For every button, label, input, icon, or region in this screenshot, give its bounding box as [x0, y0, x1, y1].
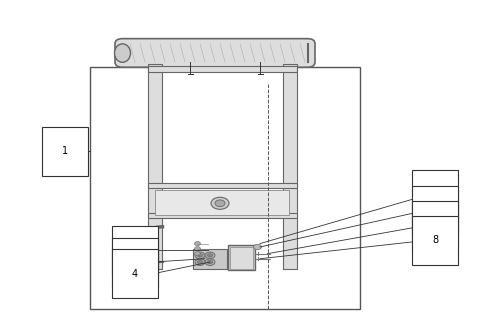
Text: 2: 2 — [132, 245, 138, 255]
Bar — [155, 190, 289, 215]
FancyBboxPatch shape — [115, 39, 315, 67]
Ellipse shape — [114, 44, 130, 62]
Text: 8: 8 — [432, 235, 438, 245]
Text: 1: 1 — [62, 146, 68, 156]
Circle shape — [208, 254, 212, 257]
Bar — [282, 64, 296, 269]
Circle shape — [198, 254, 202, 257]
Bar — [148, 66, 296, 72]
Bar — [148, 64, 162, 269]
Text: 5: 5 — [432, 190, 438, 200]
Circle shape — [195, 259, 205, 265]
Bar — [148, 183, 296, 188]
Text: 6: 6 — [432, 205, 438, 215]
Circle shape — [194, 252, 200, 256]
Circle shape — [208, 260, 212, 264]
Ellipse shape — [137, 260, 148, 264]
Bar — [148, 213, 296, 218]
Bar — [90, 67, 360, 309]
Circle shape — [194, 247, 200, 251]
Text: 7: 7 — [432, 220, 438, 230]
Circle shape — [195, 252, 205, 259]
Circle shape — [254, 244, 262, 250]
Text: 4: 4 — [132, 269, 138, 279]
Bar — [230, 247, 252, 269]
Circle shape — [211, 197, 229, 209]
Circle shape — [194, 242, 200, 246]
Circle shape — [205, 252, 215, 259]
Bar — [192, 249, 226, 269]
Circle shape — [215, 200, 225, 207]
Circle shape — [198, 260, 202, 264]
Circle shape — [205, 259, 215, 265]
Text: 3: 3 — [132, 257, 138, 267]
Bar — [228, 245, 255, 270]
